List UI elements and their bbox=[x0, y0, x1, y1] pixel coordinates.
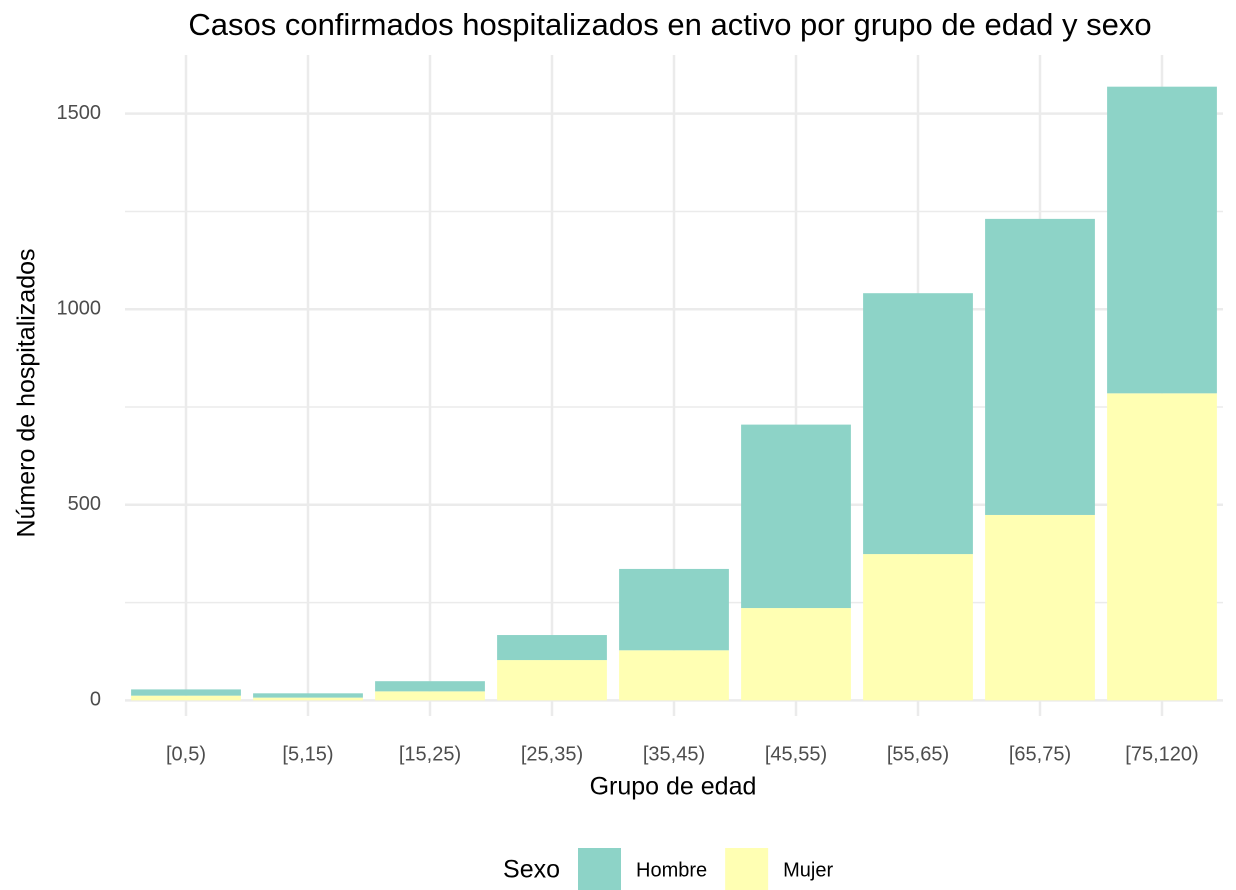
y-tick-label: 1000 bbox=[57, 298, 102, 320]
x-tick-label: [35,45) bbox=[643, 743, 705, 765]
y-tick-label: 1500 bbox=[57, 102, 102, 124]
x-tick-label: [75,120) bbox=[1125, 743, 1198, 765]
x-tick-label: [55,65) bbox=[887, 743, 949, 765]
x-axis-title: Grupo de edad bbox=[590, 773, 757, 801]
bar-segment bbox=[375, 691, 485, 701]
bar-segment bbox=[375, 681, 485, 692]
bar-segment bbox=[985, 218, 1095, 515]
bar-segment bbox=[741, 424, 851, 609]
chart-title: Casos confirmados hospitalizados en acti… bbox=[188, 7, 1151, 42]
bar-segment bbox=[863, 293, 973, 555]
legend-label: Hombre bbox=[636, 859, 707, 881]
legend-title: Sexo bbox=[503, 856, 560, 884]
bar-segment bbox=[497, 660, 607, 701]
legend-key bbox=[578, 848, 621, 890]
bar-segment bbox=[741, 608, 851, 701]
bar-segment bbox=[985, 514, 1095, 701]
x-tick-label: [15,25) bbox=[399, 743, 461, 765]
bar-segment bbox=[1107, 393, 1217, 701]
y-axis-title: Número de hospitalizados bbox=[13, 248, 41, 537]
bar-segment bbox=[497, 635, 607, 661]
bar-segment bbox=[253, 693, 363, 698]
bar-segment bbox=[253, 697, 363, 701]
bar-segment bbox=[131, 695, 241, 701]
x-tick-label: [45,55) bbox=[765, 743, 827, 765]
bar-segment bbox=[619, 568, 729, 651]
x-tick-label: [65,75) bbox=[1009, 743, 1071, 765]
x-tick-label: [25,35) bbox=[521, 743, 583, 765]
x-tick-label: [5,15) bbox=[282, 743, 333, 765]
legend-label: Mujer bbox=[783, 859, 833, 881]
bar-segment bbox=[619, 650, 729, 701]
legend-key bbox=[725, 848, 769, 890]
y-tick-label: 0 bbox=[90, 689, 101, 711]
bar-segment bbox=[131, 689, 241, 696]
bar-segment bbox=[1107, 86, 1217, 394]
bar-segment bbox=[863, 554, 973, 701]
y-tick-label: 500 bbox=[68, 493, 101, 515]
x-tick-label: [0,5) bbox=[166, 743, 206, 765]
